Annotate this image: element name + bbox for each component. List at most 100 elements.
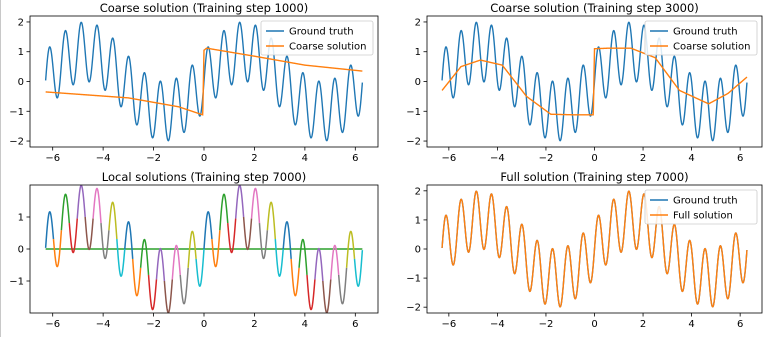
y-tick-label: −1 xyxy=(406,107,421,118)
local-solution-line xyxy=(68,218,78,254)
x-tick-label: 0 xyxy=(201,319,207,330)
y-tick-label: −1 xyxy=(9,277,24,288)
y-tick-label: 0 xyxy=(18,245,24,256)
local-solution-line xyxy=(116,239,126,277)
legend-box xyxy=(644,20,758,56)
local-solution-line xyxy=(139,238,150,275)
legend-label: Coarse solution xyxy=(289,42,366,53)
local-solution-line xyxy=(306,274,316,311)
local-solution-line xyxy=(330,244,340,280)
local-solution-line xyxy=(163,279,174,313)
local-solution-line xyxy=(274,239,284,277)
plot-area xyxy=(44,21,364,142)
axes-frame xyxy=(426,184,763,314)
x-tick-label: −6 xyxy=(45,153,60,164)
local-solution-line xyxy=(345,230,356,268)
y-tick-label: 1 xyxy=(18,213,24,224)
y-tick-label: −2 xyxy=(406,137,421,148)
x-tick-label: −4 xyxy=(490,319,505,330)
legend-label: Coarse solution xyxy=(673,42,750,53)
x-tick-label: 6 xyxy=(737,319,743,330)
axes-frame xyxy=(426,15,763,148)
local-solution-line xyxy=(353,250,364,287)
x-tick-label: 6 xyxy=(352,153,358,164)
y-tick-label: 1 xyxy=(415,47,421,58)
x-tick-label: 4 xyxy=(302,153,308,164)
chart-panel-2: Coarse solution (Training step 3000) −6 −4… xyxy=(406,1,763,164)
local-solution-line xyxy=(242,216,253,251)
legend-box xyxy=(644,189,758,225)
legend: Ground truth Full solution xyxy=(644,189,758,225)
x-tick-label: 2 xyxy=(640,319,646,330)
local-solution-line xyxy=(250,187,261,224)
x-tick-label: 0 xyxy=(591,153,597,164)
local-solution-line xyxy=(203,211,213,250)
local-solution-line xyxy=(211,230,221,268)
local-solution-line xyxy=(76,185,86,219)
x-tick-label: −4 xyxy=(490,153,505,164)
y-tick-label: 2 xyxy=(415,186,421,197)
chart-panel-3: Local solutions (Training step 7000) −6 −4… xyxy=(9,170,379,330)
local-solution-line xyxy=(171,244,181,280)
local-solution-line xyxy=(155,247,166,282)
local-solution-line xyxy=(100,223,110,260)
x-tick-label: −6 xyxy=(45,319,60,330)
x-tick-label: −2 xyxy=(539,153,554,164)
plot-area xyxy=(44,185,364,313)
y-tick-label: 0 xyxy=(415,77,421,88)
x-tick-label: 4 xyxy=(688,153,694,164)
left-edge-divider xyxy=(0,0,1,337)
legend-label: Ground truth xyxy=(673,27,738,38)
legend-label: Ground truth xyxy=(289,27,354,38)
x-tick-label: −4 xyxy=(96,153,111,164)
local-solution-line xyxy=(108,201,118,240)
chart-title: Coarse solution (Training step 3000) xyxy=(490,1,699,15)
y-tick-label: 2 xyxy=(18,17,24,28)
local-solution-line xyxy=(322,279,332,313)
x-tick-label: −2 xyxy=(146,319,161,330)
legend-box xyxy=(260,20,374,56)
x-tick-label: 0 xyxy=(591,319,597,330)
chart-panel-4: Full solution (Training step 7000) −6 −4 −2… xyxy=(406,170,763,330)
x-tick-label: 6 xyxy=(737,153,743,164)
local-solution-line xyxy=(258,223,269,260)
axes-frame xyxy=(29,15,379,148)
local-solution-line xyxy=(282,221,292,259)
local-solution-line xyxy=(92,187,102,224)
local-solution-line xyxy=(337,267,348,305)
local-solution-line xyxy=(195,248,205,287)
x-tick-label: −2 xyxy=(539,319,554,330)
local-solution-line xyxy=(147,274,158,311)
y-tick-label: −2 xyxy=(9,137,24,148)
plot-area xyxy=(441,21,748,142)
y-tick-label: 2 xyxy=(415,17,421,28)
y-tick-label: 0 xyxy=(415,245,421,256)
x-tick-label: 2 xyxy=(251,153,257,164)
local-solution-line xyxy=(124,221,134,259)
axes-frame xyxy=(29,184,379,314)
chart-title: Coarse solution (Training step 1000) xyxy=(100,1,309,15)
local-solution-line xyxy=(266,201,277,240)
x-tick-label: 2 xyxy=(640,153,646,164)
x-tick-label: 2 xyxy=(251,319,257,330)
y-tick-label: −1 xyxy=(406,274,421,285)
x-tick-label: 4 xyxy=(302,319,308,330)
local-solution-line xyxy=(314,247,324,282)
plot-area xyxy=(441,190,748,308)
x-tick-label: −6 xyxy=(441,319,456,330)
legend: Ground truth Coarse solution xyxy=(644,20,758,56)
local-solution-line xyxy=(298,238,308,275)
local-solution-line xyxy=(60,193,71,231)
x-tick-label: 6 xyxy=(352,319,358,330)
y-tick-label: 1 xyxy=(18,47,24,58)
legend-label: Ground truth xyxy=(673,196,738,207)
chart-title: Local solutions (Training step 7000) xyxy=(102,170,306,184)
local-solution-line xyxy=(227,218,237,254)
legend: Ground truth Coarse solution xyxy=(260,20,374,56)
local-solution-line xyxy=(234,185,245,219)
y-tick-label: −2 xyxy=(406,303,421,314)
local-solution-line xyxy=(84,216,94,251)
y-tick-label: 1 xyxy=(415,215,421,226)
local-solution-line xyxy=(44,211,55,248)
